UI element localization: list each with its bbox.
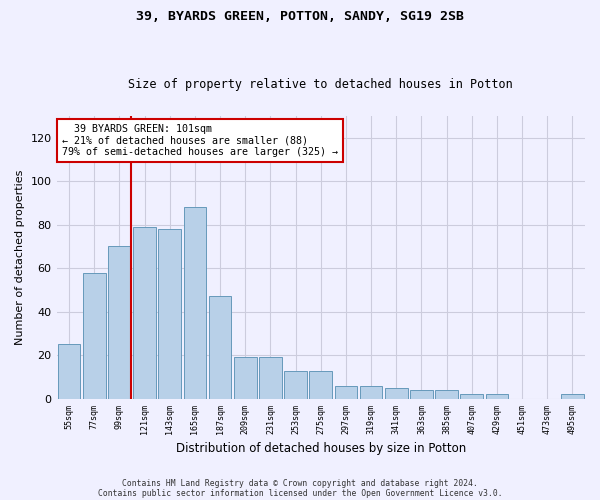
Bar: [259, 358, 282, 399]
Text: 39 BYARDS GREEN: 101sqm
← 21% of detached houses are smaller (88)
79% of semi-de: 39 BYARDS GREEN: 101sqm ← 21% of detache…: [62, 124, 338, 158]
Bar: [310, 370, 332, 399]
Text: 39, BYARDS GREEN, POTTON, SANDY, SG19 2SB: 39, BYARDS GREEN, POTTON, SANDY, SG19 2S…: [136, 10, 464, 23]
Bar: [485, 394, 508, 399]
Bar: [58, 344, 80, 399]
Bar: [234, 358, 257, 399]
Bar: [133, 227, 156, 399]
Bar: [158, 229, 181, 399]
Bar: [435, 390, 458, 399]
Title: Size of property relative to detached houses in Potton: Size of property relative to detached ho…: [128, 78, 513, 91]
Bar: [184, 207, 206, 399]
Bar: [385, 388, 407, 399]
Bar: [284, 370, 307, 399]
Text: Contains HM Land Registry data © Crown copyright and database right 2024.: Contains HM Land Registry data © Crown c…: [122, 478, 478, 488]
X-axis label: Distribution of detached houses by size in Potton: Distribution of detached houses by size …: [176, 442, 466, 455]
Bar: [561, 394, 584, 399]
Y-axis label: Number of detached properties: Number of detached properties: [15, 170, 25, 345]
Bar: [460, 394, 483, 399]
Bar: [335, 386, 357, 399]
Bar: [83, 272, 106, 399]
Bar: [410, 390, 433, 399]
Bar: [209, 296, 232, 399]
Text: Contains public sector information licensed under the Open Government Licence v3: Contains public sector information licen…: [98, 488, 502, 498]
Bar: [360, 386, 382, 399]
Bar: [108, 246, 131, 399]
